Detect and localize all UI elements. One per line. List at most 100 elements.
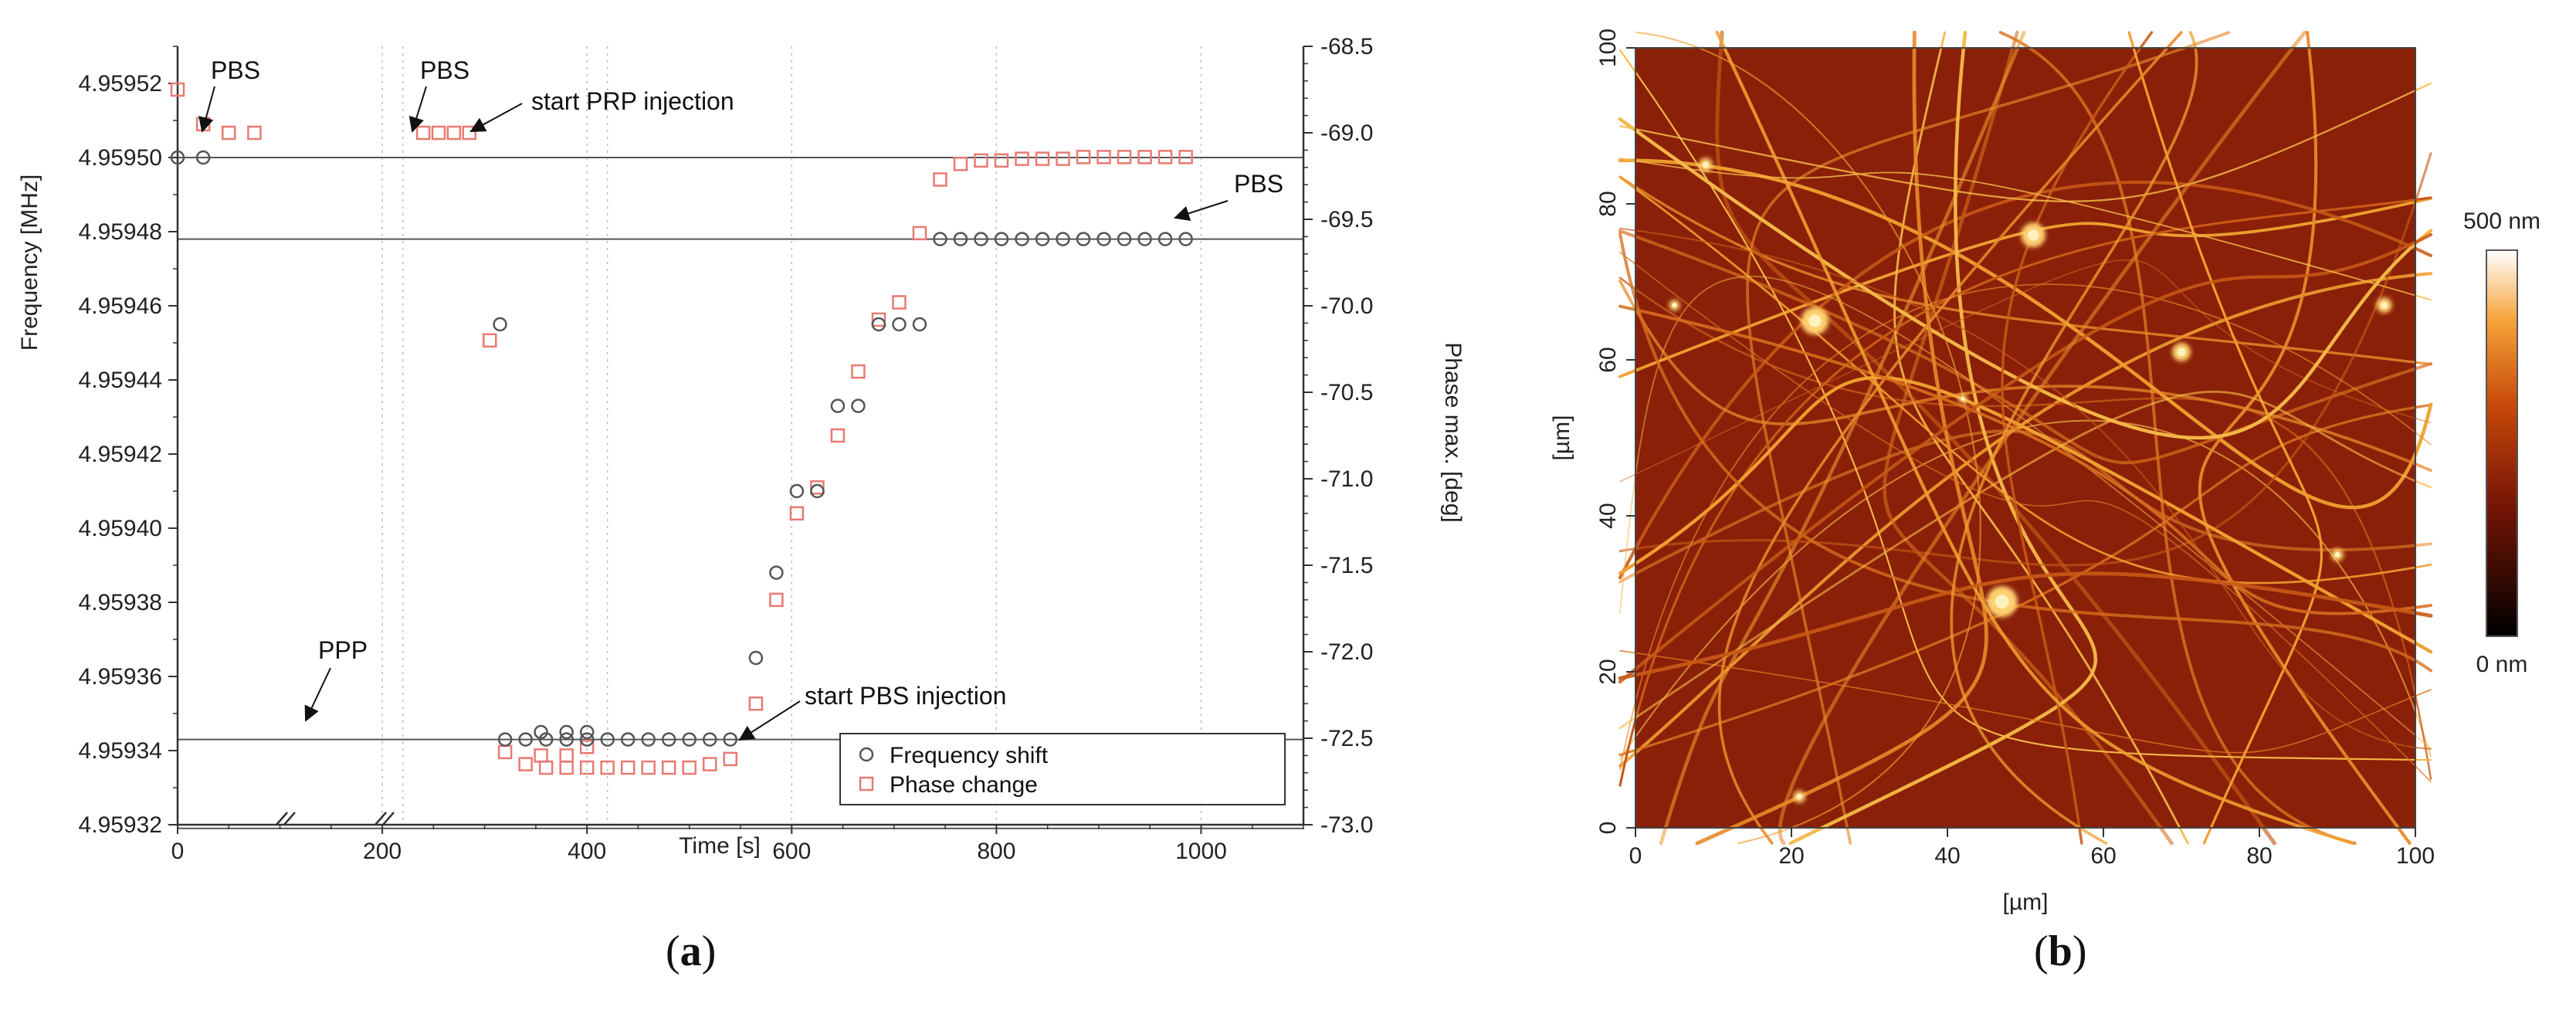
frequency-shift-point: [600, 732, 615, 747]
y-tick-label: 4.95938: [79, 590, 162, 615]
platelet-aggregate-core: [1961, 396, 1965, 402]
fibrin-fiber: [1618, 403, 2432, 757]
phase-change-point: [1178, 150, 1193, 164]
fibrin-fiber: [2127, 31, 2323, 845]
x-tick-label: 1000: [1175, 839, 1227, 864]
phase-change-point: [789, 506, 805, 521]
y2-tick-label: -71.5: [1320, 553, 1373, 578]
phase-change-point: [1076, 150, 1091, 164]
afm-y-tick-label: 80: [1595, 191, 1621, 216]
frequency-shift-point: [1056, 232, 1070, 246]
phase-change-point: [1137, 150, 1152, 164]
phase-change-point: [534, 748, 548, 763]
frequency-shift-point: [682, 732, 697, 747]
chart-legend: Frequency shift Phase change: [839, 733, 1286, 805]
frequency-shift-point: [641, 732, 656, 747]
frequency-shift-point: [933, 232, 947, 246]
fibrin-fiber: [2198, 30, 2412, 846]
y2-tick-label: -71.0: [1320, 466, 1373, 492]
fibrin-fiber: [1883, 30, 2174, 846]
phase-change-point: [1035, 151, 1050, 166]
phase-change-point: [462, 125, 477, 141]
platelet-aggregate-core: [2177, 347, 2186, 357]
y2-tick-label: -70.5: [1320, 380, 1373, 405]
legend-marker-phase: [859, 776, 874, 792]
legend-label-frequency: Frequency shift: [890, 743, 1049, 768]
colorbar-max-label: 500 nm: [2463, 208, 2540, 234]
frequency-shift-point: [830, 398, 846, 413]
fibrin-fiber: [1618, 272, 2433, 768]
phase-change-point: [559, 748, 574, 763]
fibrin-fiber: [1618, 175, 2432, 366]
phase-change-point: [974, 153, 988, 168]
legend-marker-frequency: [859, 747, 874, 762]
phase-change-series: [170, 82, 1193, 775]
phase-change-point: [579, 739, 595, 754]
phase-change-point: [953, 157, 968, 171]
x-axis-label: Time [s]: [679, 833, 761, 859]
frequency-shift-point: [702, 732, 717, 747]
fibrin-fiber: [1715, 30, 2354, 846]
fibrin-fiber: [1618, 117, 2433, 440]
fibrin-fiber: [1619, 649, 2432, 754]
frequency-shift-point: [538, 732, 554, 747]
afm-x-tick-label: 60: [2090, 843, 2116, 869]
annotation-start-prp: start PRP injection: [531, 87, 734, 115]
y2-tick-label: -69.5: [1320, 207, 1373, 232]
fibrin-fiber: [1618, 232, 2433, 684]
frequency-shift-point: [953, 232, 968, 246]
phase-change-point: [871, 312, 886, 327]
frequency-shift-point: [769, 565, 784, 580]
fibrin-fiber: [1619, 158, 2432, 301]
phase-change-point: [222, 125, 236, 141]
phase-change-point: [497, 744, 513, 760]
fibrin-fiber: [1618, 375, 2433, 654]
frequency-shift-point: [170, 150, 185, 165]
y-tick-label: 4.95952: [79, 71, 162, 97]
frequency-shift-point: [559, 724, 574, 740]
frequency-shift-point: [974, 232, 988, 246]
frequency-shift-point: [789, 483, 805, 499]
y2-tick-label: -70.0: [1320, 293, 1373, 319]
y-tick-label: 4.95946: [79, 293, 162, 319]
phase-change-point: [1056, 151, 1070, 166]
phase-change-point: [431, 125, 446, 141]
phase-change-point: [641, 760, 656, 775]
colorbar-min-label: 0 nm: [2476, 652, 2528, 677]
y-tick-label: 4.95936: [79, 664, 162, 690]
y-axis-label: Frequency [MHz]: [17, 175, 42, 351]
chart-grid: [177, 46, 1202, 825]
fibrin-fiber: [2001, 31, 2154, 845]
phase-change-point: [810, 480, 825, 495]
fibrin-fiber: [1717, 31, 2183, 845]
afm-x-tick-label: 100: [2396, 843, 2435, 869]
frequency-shift-point: [493, 317, 507, 332]
frequency-shift-point: [1178, 232, 1193, 246]
phase-change-point: [579, 760, 595, 775]
frequency-shift-point: [1015, 232, 1029, 246]
frequency-shift-point: [748, 650, 764, 666]
y2-tick-label: -72.5: [1320, 726, 1373, 751]
fibrin-fiber: [1619, 227, 2432, 750]
fibrin-fiber: [1788, 30, 2098, 846]
fibrin-fiber: [1619, 259, 2432, 483]
y-tick-label: 4.95932: [79, 812, 162, 838]
phase-change-point: [830, 428, 846, 443]
fibrin-fiber: [1778, 30, 2307, 846]
right-y-tick-labels: -73.0 -72.5 -72.0 -71.5 -71.0 -70.5 -70.0 -69.5…: [1303, 34, 1373, 838]
frequency-shift-point: [1076, 232, 1091, 246]
phase-change-point: [620, 760, 636, 775]
phase-change-point: [1117, 150, 1132, 164]
annotation-ppp: PPP: [318, 636, 368, 664]
y2-tick-label: -73.0: [1320, 812, 1373, 838]
frequency-shift-point: [892, 317, 907, 332]
phase-change-point: [933, 172, 947, 187]
fibrin-fiber: [1618, 180, 2433, 580]
fibrin-fiber: [1618, 176, 2432, 585]
fibrin-fiber: [1618, 158, 2433, 510]
annotation-start-pbs: start PBS injection: [805, 682, 1006, 710]
fibrin-fiber: [1618, 196, 2432, 378]
frequency-shift-point: [851, 398, 866, 413]
x-tick-label: 800: [977, 839, 1015, 864]
phase-change-point: [851, 364, 866, 379]
